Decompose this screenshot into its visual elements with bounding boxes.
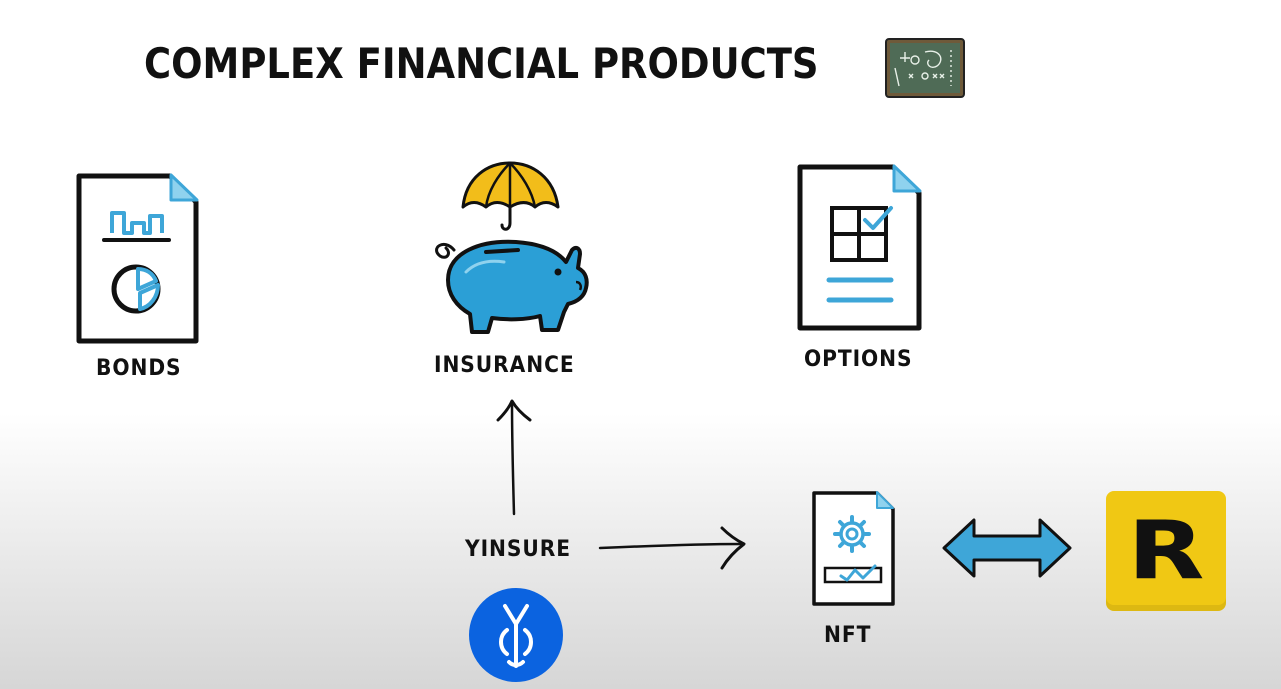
yinsure-label: YINSURE bbox=[465, 537, 572, 562]
umbrella-icon bbox=[461, 161, 560, 231]
options-label: OPTIONS bbox=[804, 347, 913, 372]
options-document-icon bbox=[797, 164, 922, 331]
r-logo: R bbox=[1106, 491, 1226, 611]
insurance-label: INSURANCE bbox=[434, 353, 575, 378]
arrow-up-icon bbox=[496, 399, 532, 516]
bonds-label: BONDS bbox=[96, 356, 182, 381]
yearn-logo-icon bbox=[469, 588, 563, 682]
r-logo-letter: R bbox=[1127, 504, 1205, 597]
page-title: COMPLEX FINANCIAL PRODUCTS bbox=[144, 39, 819, 88]
piggy-bank-icon bbox=[435, 239, 589, 334]
double-arrow-icon bbox=[942, 518, 1072, 578]
nft-label: NFT bbox=[824, 623, 872, 648]
bonds-document-icon bbox=[76, 173, 199, 344]
arrow-right-icon bbox=[598, 526, 746, 570]
chalkboard-icon bbox=[885, 38, 965, 98]
nft-document-icon bbox=[812, 491, 895, 606]
